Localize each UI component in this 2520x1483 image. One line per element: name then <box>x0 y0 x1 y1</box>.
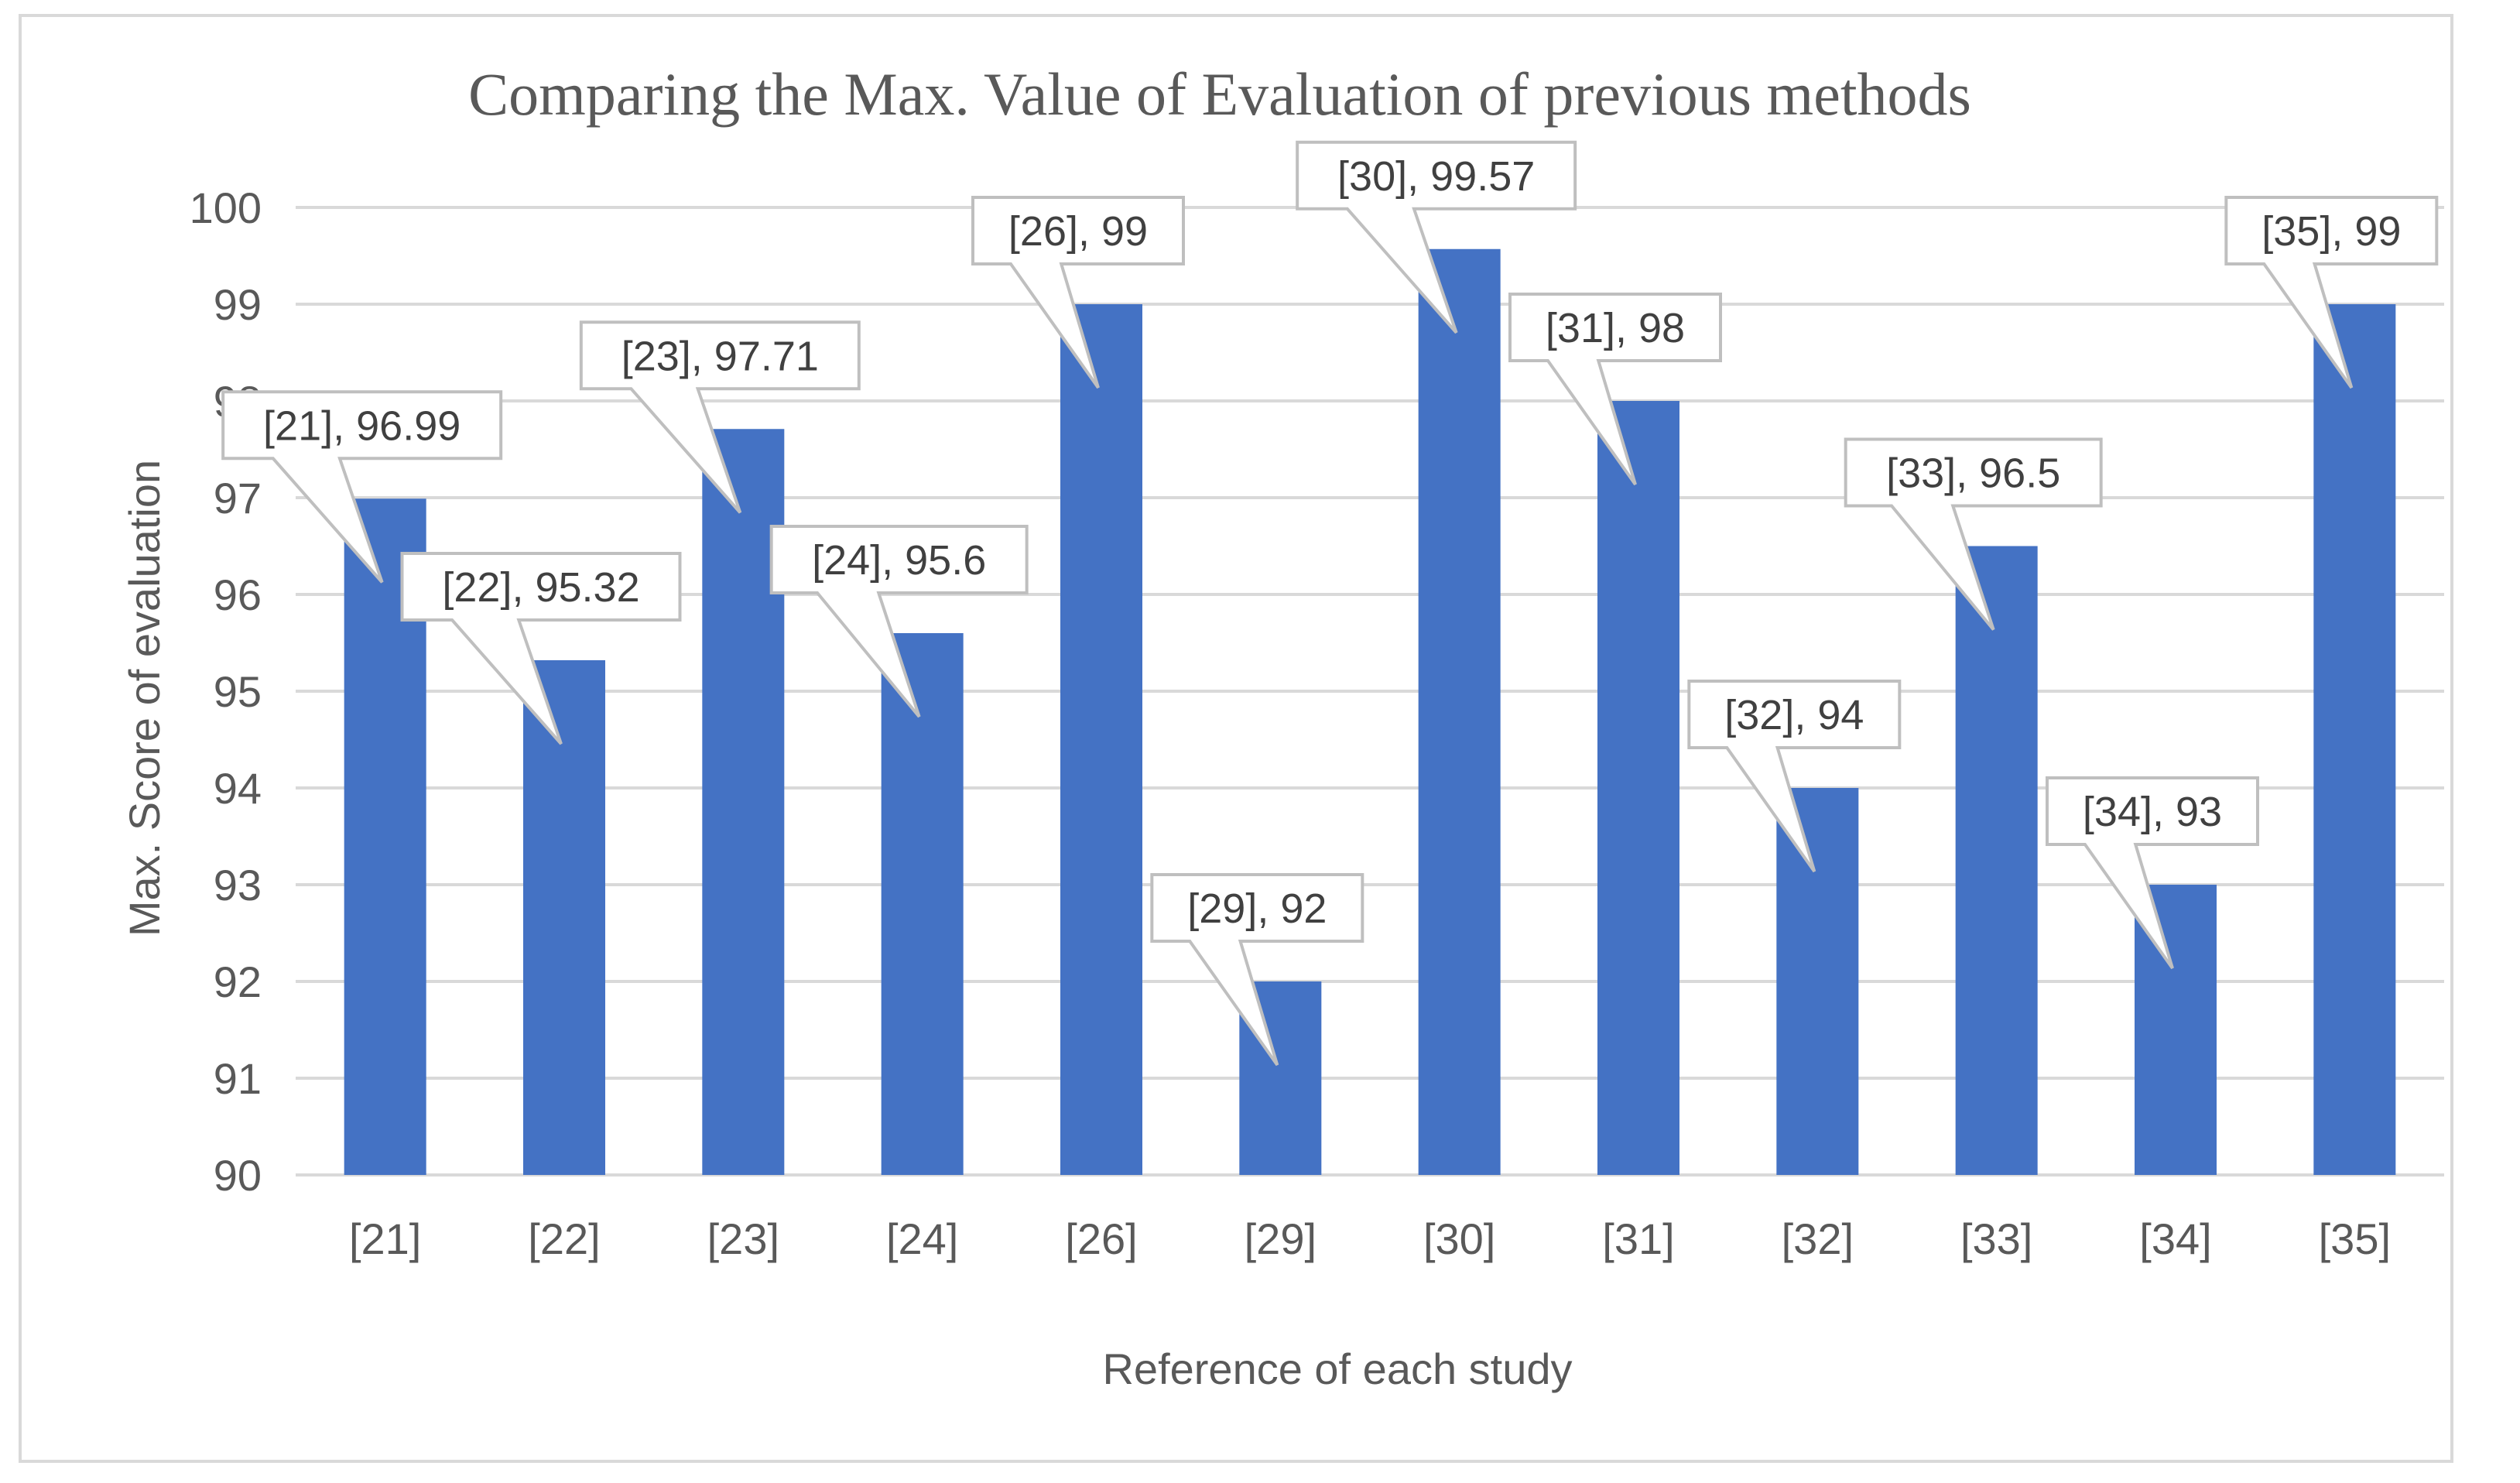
bar <box>881 633 964 1175</box>
data-label-text: [26], 99 <box>1008 208 1148 255</box>
data-label: [23], 97.71 <box>579 320 861 514</box>
data-label-callout <box>1150 873 1364 1067</box>
y-axis-ticks: 90919293949596979899100 <box>190 183 262 1200</box>
x-tick-label: [32] <box>1782 1214 1854 1263</box>
data-label-callout <box>769 525 1029 718</box>
data-label-text: [35], 99 <box>2261 208 2401 255</box>
data-label-text: [32], 94 <box>1724 692 1864 738</box>
y-tick-label: 94 <box>214 764 262 813</box>
data-label: [29], 92 <box>1150 873 1364 1067</box>
y-tick-label: 90 <box>214 1151 262 1200</box>
data-label-text: [31], 98 <box>1546 305 1685 351</box>
bar <box>2313 304 2396 1175</box>
data-label-callout <box>2046 776 2259 970</box>
x-tick-label: [29] <box>1245 1214 1316 1263</box>
x-tick-label: [30] <box>1423 1214 1495 1263</box>
data-label: [21], 96.99 <box>221 390 503 584</box>
data-labels: [21], 96.99 [22], 95.32 [23], 97.71 [24], 9… <box>221 140 2439 1067</box>
x-tick-label: [21] <box>349 1214 421 1263</box>
data-label: [33], 96.5 <box>1844 437 2103 631</box>
data-label-callout <box>400 552 682 745</box>
bar <box>1597 401 1679 1175</box>
bar-chart: Comparing the Max. Value of Evaluation o… <box>120 60 2444 1393</box>
chart-frame: Comparing the Max. Value of Evaluation o… <box>19 14 2453 1463</box>
y-tick-label: 100 <box>190 183 262 232</box>
data-label-callout <box>1296 140 1577 334</box>
y-tick-label: 99 <box>214 280 262 329</box>
x-tick-label: [26] <box>1065 1214 1137 1263</box>
x-axis-title: Reference of each study <box>1102 1344 1572 1393</box>
x-tick-label: [35] <box>2319 1214 2391 1263</box>
y-tick-label: 93 <box>214 861 262 909</box>
data-label: [24], 95.6 <box>769 525 1029 718</box>
data-label-callout <box>2224 196 2439 389</box>
data-label: [32], 94 <box>1687 680 1902 873</box>
y-tick-label: 96 <box>214 570 262 619</box>
y-tick-label: 97 <box>214 474 262 522</box>
x-axis-ticks: [21] [22] [23] [24] [26] [29] [30] [31] [32] [33]… <box>349 1214 2391 1263</box>
data-label: [34], 93 <box>2046 776 2259 970</box>
bar <box>1955 546 2038 1175</box>
data-label: [26], 99 <box>971 196 1185 389</box>
x-tick-label: [22] <box>528 1214 600 1263</box>
data-label-callout <box>1508 293 1722 486</box>
x-tick-label: [34] <box>2139 1214 2211 1263</box>
data-label-text: [29], 92 <box>1187 885 1327 932</box>
data-label: [31], 98 <box>1508 293 1722 486</box>
bar <box>523 660 605 1175</box>
data-label-text: [22], 95.32 <box>442 564 639 611</box>
data-label-callout <box>1844 437 2103 631</box>
data-label-callout <box>221 390 503 584</box>
data-label-text: [34], 93 <box>2083 789 2222 835</box>
bars <box>344 248 2396 1175</box>
bar <box>1418 248 1501 1175</box>
data-label-text: [24], 95.6 <box>812 537 986 584</box>
x-tick-label: [31] <box>1602 1214 1674 1263</box>
data-label: [30], 99.57 <box>1296 140 1577 334</box>
x-tick-label: [24] <box>886 1214 958 1263</box>
bar <box>1776 788 1859 1175</box>
data-label-text: [21], 96.99 <box>263 402 461 449</box>
data-label-callout <box>971 196 1185 389</box>
chart-title: Comparing the Max. Value of Evaluation o… <box>468 60 1971 128</box>
data-label: [22], 95.32 <box>400 552 682 745</box>
x-tick-label: [33] <box>1960 1214 2032 1263</box>
y-axis-title: Max. Score of evaluation <box>120 460 169 937</box>
data-label-callout <box>1687 680 1902 873</box>
x-tick-label: [23] <box>707 1214 779 1263</box>
data-label-callout <box>579 320 861 514</box>
bar <box>1060 304 1142 1175</box>
y-tick-label: 92 <box>214 957 262 1006</box>
y-tick-label: 91 <box>214 1054 262 1103</box>
y-tick-label: 95 <box>214 667 262 716</box>
data-label-text: [30], 99.57 <box>1337 153 1535 200</box>
data-label: [35], 99 <box>2224 196 2439 389</box>
data-label-text: [23], 97.71 <box>621 333 819 379</box>
data-label-text: [33], 96.5 <box>1886 450 2060 497</box>
